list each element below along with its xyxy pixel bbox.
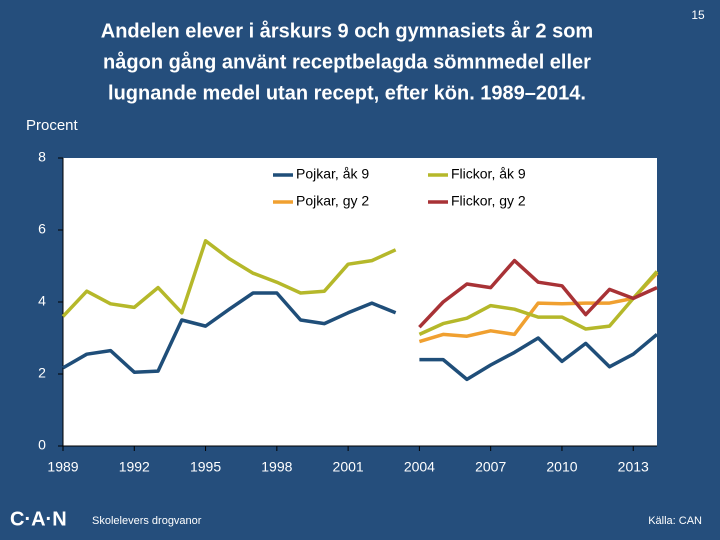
title-line: lugnande medel utan recept, efter kön. 1… <box>108 82 586 104</box>
logo: C·A·N <box>10 508 67 530</box>
x-tick-label: 1989 <box>47 459 78 475</box>
x-tick-label: 2010 <box>546 459 577 475</box>
y-axis-label: Procent <box>26 117 79 134</box>
legend-label: Pojkar, åk 9 <box>296 166 369 182</box>
page-number: 15 <box>691 8 705 22</box>
x-tick-label: 1992 <box>119 459 150 475</box>
title-line: Andelen elever i årskurs 9 och gymnasiet… <box>101 19 593 42</box>
legend-label: Flickor, åk 9 <box>451 166 526 182</box>
y-tick-label: 4 <box>38 293 46 309</box>
y-tick-label: 0 <box>38 437 46 453</box>
series-line <box>419 333 659 382</box>
legend-label: Pojkar, gy 2 <box>296 193 369 209</box>
x-tick-label: 2004 <box>404 459 435 475</box>
y-tick-label: 2 <box>38 365 46 381</box>
series-line <box>61 239 397 318</box>
x-tick-label: 1998 <box>261 459 292 475</box>
series-line <box>418 258 658 329</box>
x-tick-label: 2007 <box>475 459 506 475</box>
series-line <box>418 271 659 344</box>
footer-text: Skolelevers drogvanor <box>92 515 202 527</box>
source: Källa: CAN <box>648 515 702 527</box>
series-line <box>62 291 397 374</box>
legend-label: Flickor, gy 2 <box>451 193 526 209</box>
x-tick-label: 2001 <box>333 459 364 475</box>
x-tick-label: 1995 <box>190 459 221 475</box>
title-line: någon gång använt receptbelagda sömnmede… <box>103 50 591 73</box>
series-line <box>418 270 659 336</box>
y-tick-label: 8 <box>38 149 46 165</box>
x-tick-label: 2013 <box>618 459 649 475</box>
y-tick-label: 6 <box>38 221 46 237</box>
